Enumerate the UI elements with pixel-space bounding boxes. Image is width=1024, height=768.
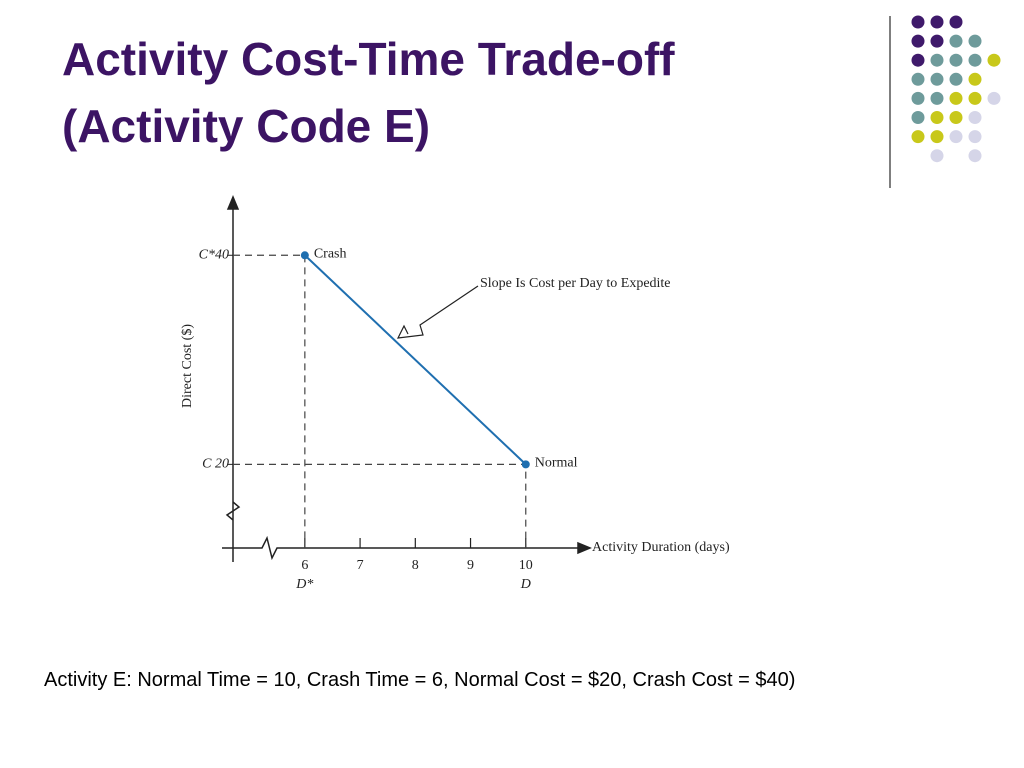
point	[521, 460, 530, 469]
dot	[949, 15, 963, 29]
dot	[968, 149, 982, 163]
y-tick-label: C*40	[199, 247, 229, 262]
dot	[930, 15, 944, 29]
point	[300, 251, 309, 260]
y-axis-label: Direct Cost ($)	[180, 324, 195, 408]
dot	[930, 72, 944, 86]
dot	[911, 111, 925, 124]
arrow	[226, 195, 240, 210]
caption: Activity E: Normal Time = 10, Crash Time…	[44, 669, 795, 691]
dot	[968, 53, 982, 67]
dot	[987, 91, 1001, 105]
dot	[987, 53, 1001, 67]
dot	[968, 91, 982, 105]
guide-line	[233, 463, 527, 548]
dot	[911, 34, 925, 48]
x-tick-label: 6	[301, 558, 308, 573]
dot	[949, 111, 963, 124]
dot	[930, 91, 944, 105]
slide-title: (Activity Code E)	[62, 100, 430, 152]
line	[304, 254, 527, 466]
dot	[911, 91, 925, 105]
dot	[949, 34, 963, 48]
x-tick-label: 7	[357, 558, 364, 573]
dot	[930, 34, 944, 48]
axes	[222, 195, 592, 562]
x-tick-label: 9	[467, 558, 474, 573]
axis-break	[225, 501, 241, 562]
dot	[949, 72, 963, 86]
point-label: Normal	[535, 456, 578, 471]
x-tick-label: 8	[412, 558, 419, 573]
dot	[968, 34, 982, 48]
x-tick-sublabel: D*	[295, 577, 313, 592]
dot	[911, 15, 925, 29]
dot	[930, 111, 944, 124]
x-tick-label: 10	[519, 558, 533, 573]
dot	[930, 149, 944, 163]
dot	[930, 53, 944, 67]
dot	[949, 91, 963, 105]
dot	[930, 130, 944, 144]
dot	[911, 130, 925, 144]
annotation-arrow	[396, 285, 479, 339]
dot	[968, 130, 982, 144]
dot	[911, 53, 925, 67]
point-label: Crash	[314, 246, 347, 261]
y-tick-label: C 20	[202, 457, 229, 472]
dot	[949, 130, 963, 144]
dot	[968, 111, 982, 124]
x-axis	[222, 535, 581, 561]
decoration	[911, 15, 1001, 163]
dot	[968, 72, 982, 86]
guide-line	[233, 254, 306, 548]
slide-title: Activity Cost-Time Trade-off	[62, 33, 675, 85]
x-axis-label: Activity Duration (days)	[592, 540, 730, 555]
dot	[949, 53, 963, 67]
x-tick-sublabel: D	[520, 577, 531, 592]
annotation: Slope Is Cost per Day to Expedite	[480, 276, 671, 291]
arrow	[577, 541, 592, 555]
dot	[911, 72, 925, 86]
